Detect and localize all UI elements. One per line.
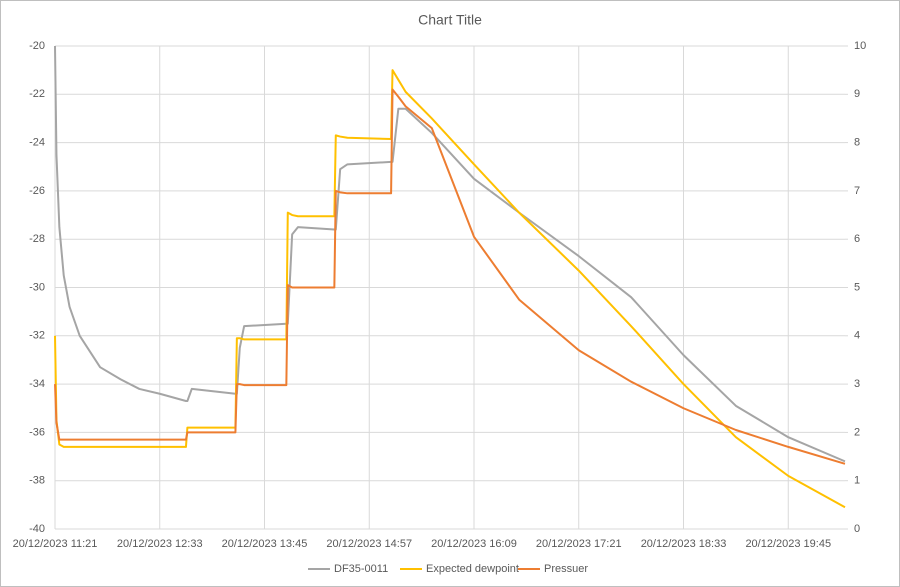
y2-tick-label: 8 [854,137,860,149]
y2-tick-label: 5 [854,281,860,293]
x-tick-label: 20/12/2023 14:57 [326,538,412,550]
y-tick-label: -22 [29,88,45,100]
y2-tick-label: 3 [854,378,860,390]
y-tick-label: -24 [29,137,45,149]
x-tick-label: 20/12/2023 11:21 [13,538,98,550]
legend-label: DF35-0011 [334,563,388,575]
y-tick-label: -26 [29,185,45,197]
x-tick-label: 20/12/2023 18:33 [641,538,727,550]
legend-label: Pressuer [544,563,588,575]
y2-tick-label: 2 [854,426,860,438]
chart-title: Chart Title [418,12,482,28]
series-line [54,45,846,463]
series-line [54,69,846,509]
x-tick-label: 20/12/2023 12:33 [117,538,203,550]
x-tick-label: 20/12/2023 19:45 [745,538,831,550]
y-tick-label: -28 [29,233,45,245]
y-tick-label: -20 [29,40,45,52]
y2-tick-label: 4 [854,330,860,342]
series-line [54,88,846,465]
x-tick-label: 20/12/2023 17:21 [536,538,622,550]
y2-tick-label: 9 [854,88,860,100]
x-tick-label: 20/12/2023 16:09 [431,538,517,550]
y-tick-label: -30 [29,281,45,293]
y-tick-label: -36 [29,426,45,438]
y2-tick-label: 10 [854,40,866,52]
y2-tick-label: 6 [854,233,860,245]
legend-label: Expected dewpoint [426,563,519,575]
y-tick-label: -38 [29,475,45,487]
y-tick-label: -32 [29,330,45,342]
y-tick-label: -34 [29,378,45,390]
x-tick-label: 20/12/2023 13:45 [222,538,308,550]
y-tick-label: -40 [29,523,45,535]
y2-tick-label: 1 [854,475,860,487]
y2-tick-label: 7 [854,185,860,197]
y2-tick-label: 0 [854,523,860,535]
